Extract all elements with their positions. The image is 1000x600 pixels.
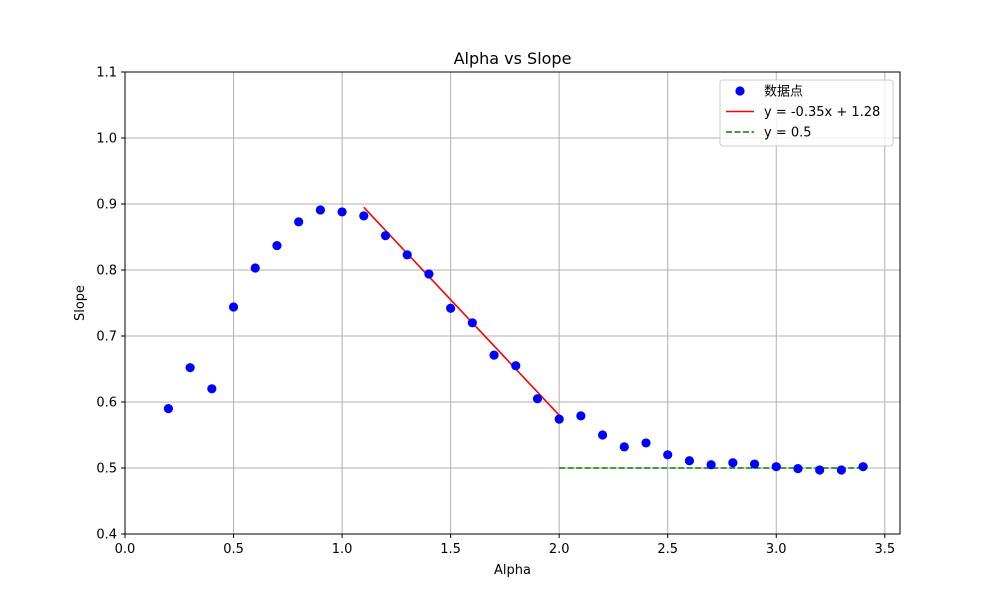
axis-ticks: 0.0 0.5 1.0 1.5 2.0 2.5 3.0 3.5 0.4 0.5 0.6 0.7 0.8 0… xyxy=(96,66,895,558)
x-tick-label: 3.0 xyxy=(766,542,787,557)
scatter-point xyxy=(446,303,456,313)
scatter-point xyxy=(641,438,651,448)
scatter-point xyxy=(706,460,716,470)
scatter-point xyxy=(272,240,282,251)
legend-label-2: y = 0.5 xyxy=(764,126,812,141)
scatter-point xyxy=(815,465,825,475)
scatter-point xyxy=(576,411,586,421)
scatter-point xyxy=(836,465,846,475)
x-tick-label: 1.5 xyxy=(440,542,461,557)
scatter-point xyxy=(749,459,760,469)
axes-frame xyxy=(124,71,901,535)
scatter-point xyxy=(207,384,217,394)
y-tick-label: 1.1 xyxy=(96,66,117,81)
scatter-point xyxy=(858,462,868,472)
scatter-point xyxy=(489,350,499,360)
x-tick-label: 2.0 xyxy=(549,542,570,557)
legend: 数据点 y = -0.35x + 1.28 y = 0.5 xyxy=(719,79,894,147)
scatter-point xyxy=(294,217,304,227)
scatter-point xyxy=(619,442,629,452)
plot-area xyxy=(163,205,868,475)
scatter-point xyxy=(684,456,695,466)
scatter-point xyxy=(467,318,477,328)
x-tick-label: 0.0 xyxy=(115,542,136,557)
x-tick-label: 2.5 xyxy=(657,542,678,557)
scatter-point xyxy=(663,450,673,460)
x-tick-label: 0.5 xyxy=(223,542,244,557)
scatter-point xyxy=(771,462,781,472)
y-tick-label: 0.9 xyxy=(96,198,117,213)
scatter-point xyxy=(185,363,195,373)
y-tick-label: 0.6 xyxy=(96,396,117,411)
scatter-point xyxy=(315,205,325,215)
y-tick-label: 0.5 xyxy=(96,462,117,477)
scatter-point xyxy=(554,414,564,424)
scatter-point xyxy=(250,263,260,273)
scatter-point xyxy=(424,269,434,279)
y-tick-label: 1.0 xyxy=(96,132,117,147)
scatter-point xyxy=(359,211,369,221)
y-axis-title: Slope xyxy=(73,285,88,321)
scatter-point xyxy=(728,458,738,468)
scatter-point xyxy=(402,250,412,260)
series-line-1 xyxy=(363,206,560,416)
x-tick-label: 1.0 xyxy=(332,542,353,557)
legend-label-1: y = -0.35x + 1.28 xyxy=(764,105,880,120)
y-tick-label: 0.7 xyxy=(96,330,117,345)
legend-label-0: 数据点 xyxy=(764,85,803,100)
scatter-point xyxy=(532,394,543,404)
x-axis-title: Alpha xyxy=(494,563,531,578)
legend-box xyxy=(719,79,894,147)
y-tick-label: 0.8 xyxy=(96,264,117,279)
chart-title: Alpha vs Slope xyxy=(454,49,572,68)
scatter-point xyxy=(337,207,347,217)
scatter-point xyxy=(228,302,239,312)
scatter-point xyxy=(511,361,521,371)
x-tick-label: 3.5 xyxy=(874,542,895,557)
scatter-point xyxy=(380,231,391,241)
scatter-point xyxy=(597,430,608,440)
scatter-point xyxy=(163,404,174,414)
scatter-point xyxy=(793,464,803,474)
y-tick-label: 0.4 xyxy=(96,528,117,543)
legend-marker-0 xyxy=(735,86,745,96)
